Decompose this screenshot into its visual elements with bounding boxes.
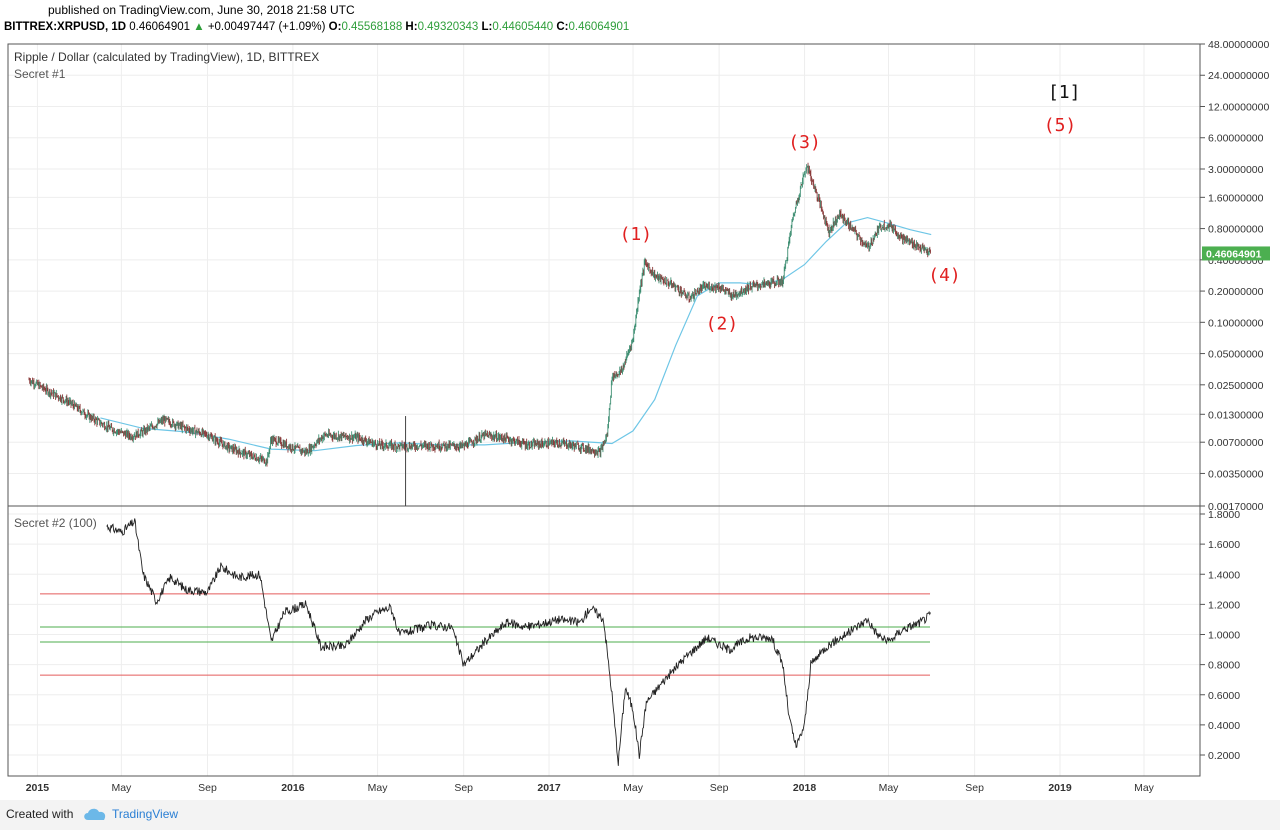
price-tick-label: 3.00000000 [1208,164,1264,176]
price-tick-label: 1.60000000 [1208,192,1264,204]
tradingview-cloud-icon [84,808,106,820]
oscillator-tick-label: 1.6000 [1208,539,1240,551]
price-tick-label: 0.02500000 [1208,380,1264,392]
time-tick-label: May [368,782,389,794]
oscillator-tick-label: 0.2000 [1208,750,1240,762]
price-tick-label: 48.00000000 [1208,39,1269,51]
price-tick-label: 0.80000000 [1208,224,1264,236]
price-tick-label: 6.00000000 [1208,133,1264,145]
symbol-quote-line: BITTREX:XRPUSD, 1D 0.46064901 ▲ +0.00497… [4,21,629,33]
threshold-lines [40,593,930,676]
current-price-badge [1202,246,1270,261]
tradingview-brand[interactable]: TradingView [112,807,179,821]
time-tick-label: Sep [710,782,729,794]
high-label: H: [405,21,418,33]
oscillator-tick-label: 1.4000 [1208,569,1240,581]
oscillator-tick-label: 0.4000 [1208,720,1240,732]
oscillator-tick-label: 0.8000 [1208,660,1240,672]
last-price: 0.46064901 [129,21,191,33]
time-tick-label: 2018 [793,782,817,794]
price-tick-label: 0.20000000 [1208,286,1264,298]
time-tick-label: May [623,782,644,794]
time-tick-label: 2017 [537,782,561,794]
ma-line [100,216,932,452]
oscillator-tick-label: 0.6000 [1208,690,1240,702]
symbol-label: BITTREX:XRPUSD, 1D [4,21,127,33]
moving-average [100,216,932,452]
oscillator-line [106,518,931,766]
low-label: L: [481,21,493,33]
price-tick-label: 0.00350000 [1208,468,1264,480]
high-value: 0.49320343 [417,21,479,33]
price-tick-label: 0.05000000 [1208,349,1264,361]
time-tick-label: Sep [965,782,984,794]
up-triangle-icon: ▲ [193,21,205,33]
indicator-2-label: Secret #2 (100) [14,516,97,530]
footer-bar: Created with TradingView [0,800,1280,830]
axis-ticks: 48.00000000 24.00000000 12.00000000 6.00000… [26,39,1270,794]
chart-title: Ripple / Dollar (calculated by TradingVi… [14,50,319,64]
price-change: +0.00497447 (+1.09%) [207,21,326,33]
price-tick-label: 12.00000000 [1208,101,1269,113]
price-tick-label: 0.10000000 [1208,317,1264,329]
time-tick-label: 2016 [281,782,305,794]
current-price-badge-label: 0.46064901 [1206,248,1262,260]
close-value: 0.46064901 [568,21,630,33]
price-pane-border [7,43,1201,507]
time-tick-label: 2019 [1048,782,1072,794]
indicator-1-label: Secret #1 [14,67,66,81]
wave-label: (1) [620,224,653,245]
time-tick-label: Sep [454,782,473,794]
wave-label: [1] [1048,82,1081,103]
price-tick-label: 0.01300000 [1208,409,1264,421]
time-tick-label: Sep [198,782,217,794]
wave-label: (2) [706,314,739,335]
chart-canvas[interactable]: 48.00000000 24.00000000 12.00000000 6.00000… [0,0,1280,800]
oscillator-tick-label: 1.8000 [1208,509,1240,521]
wave-label: (3) [788,132,821,153]
created-with-text: Created with [6,807,74,821]
close-label: C: [556,21,569,33]
time-tick-label: 2015 [26,782,50,794]
wave-label: (4) [928,265,961,286]
oscillator-tick-label: 1.2000 [1208,599,1240,611]
oscillator [106,518,931,766]
published-note: published on TradingView.com, June 30, 2… [48,3,355,17]
low-value: 0.44605440 [492,21,554,33]
price-tick-label: 24.00000000 [1208,70,1269,82]
time-tick-label: May [879,782,900,794]
open-label: O: [328,21,342,33]
open-value: 0.45568188 [341,21,403,33]
wave-annotations: (1) (2) (3) (4) (5) [1] [620,82,1081,335]
oscillator-tick-label: 1.0000 [1208,630,1240,642]
price-tick-label: 0.00700000 [1208,437,1264,449]
time-tick-label: May [111,782,132,794]
price-candles [28,162,931,506]
price-tick-label: 0.00170000 [1208,501,1264,513]
oscillator-pane-border [7,505,1201,777]
grid [8,43,1200,776]
time-tick-label: May [1134,782,1155,794]
wave-label: (5) [1044,115,1077,136]
chart-frame [7,43,1201,777]
